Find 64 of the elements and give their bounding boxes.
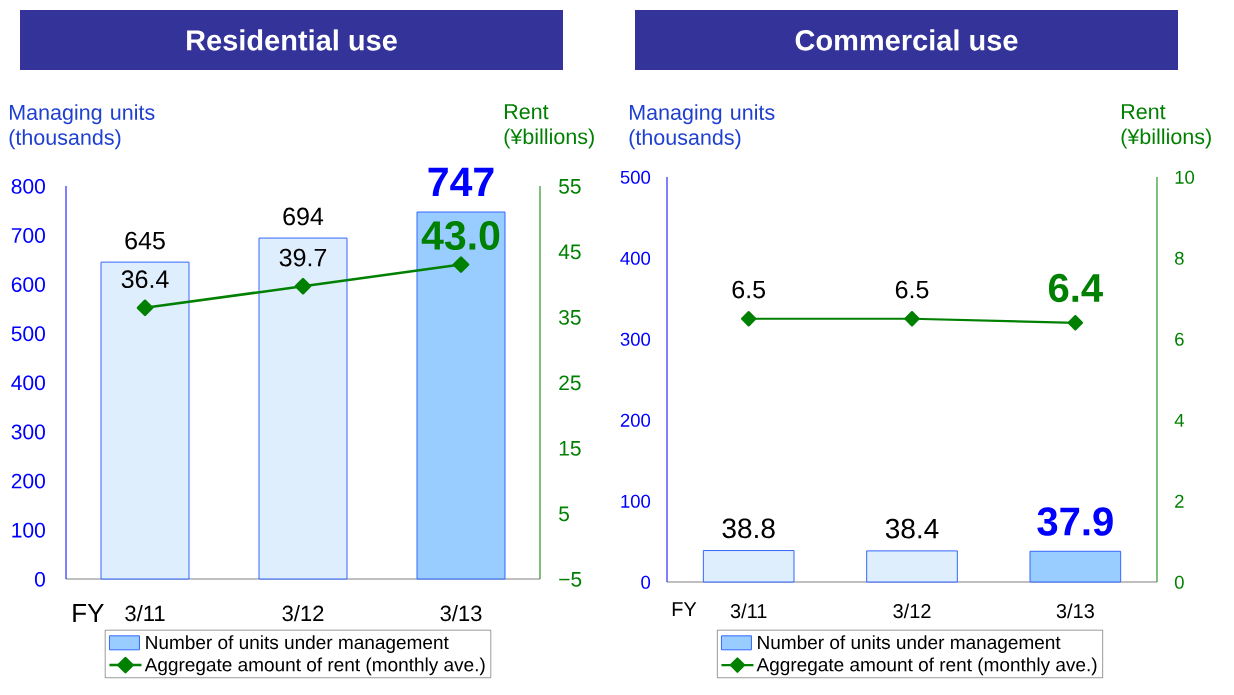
- y2-tick-label: 5: [559, 506, 569, 522]
- legend-label: Aggregate amount of rent (monthly ave.): [144, 657, 485, 676]
- legend-label: Aggregate amount of rent (monthly ave.): [756, 657, 1097, 676]
- y-tick-label: 200: [11, 473, 45, 489]
- y-tick-label: 400: [620, 251, 651, 265]
- y-tick-label: 300: [11, 424, 45, 440]
- y2-tick-label: −5: [559, 572, 582, 587]
- y2-tick-label: 45: [558, 244, 581, 260]
- data-label: 645: [125, 231, 165, 250]
- y-tick-label: 800: [11, 178, 45, 194]
- bar: [100, 261, 190, 580]
- y2-tick-label: 4: [1174, 413, 1184, 427]
- y-axis-title: Managing units (thousands): [9, 104, 155, 150]
- y2-tick-label: 25: [559, 375, 581, 391]
- bar: [258, 237, 348, 580]
- y-tick-label: 500: [620, 170, 651, 184]
- y2-axis-title: Rent (¥billions): [1121, 104, 1211, 149]
- x-axis-title: FY: [672, 602, 697, 616]
- y2-tick-label: 0: [1174, 575, 1184, 589]
- data-label: 6.5: [732, 280, 766, 299]
- x-tick-label: 3/12: [893, 603, 931, 619]
- y2-tick-label: 10: [1175, 170, 1195, 184]
- x-tick-label: 3/11: [730, 603, 767, 619]
- data-label: 39.7: [279, 248, 327, 267]
- chart-title: Residential use: [187, 29, 397, 51]
- data-label: 38.4: [885, 518, 939, 539]
- y2-tick-label: 2: [1175, 494, 1184, 508]
- point: [294, 277, 312, 295]
- y2-tick-label: 8: [1175, 251, 1184, 265]
- data-label: 38.8: [722, 518, 775, 539]
- y-tick-label: 400: [11, 375, 45, 391]
- y-tick-label: 0: [34, 571, 45, 587]
- x-tick-label: 3/13: [1056, 603, 1094, 619]
- data-label: 747: [428, 167, 494, 197]
- data-label: 43.0: [421, 220, 500, 251]
- point: [136, 299, 154, 317]
- y-tick-label: 100: [12, 522, 45, 538]
- legend-label: Number of units under management: [758, 635, 1061, 653]
- chart-title: Commercial use: [795, 29, 1018, 51]
- legend-label: Number of units under management: [146, 635, 449, 653]
- data-label: 6.4: [1048, 273, 1103, 303]
- y-tick-label: 600: [11, 277, 45, 293]
- y-axis-title: Managing units (thousands): [629, 104, 775, 150]
- x-tick-label: 3/13: [440, 605, 482, 622]
- data-label: 36.4: [121, 270, 169, 289]
- y-tick-label: 500: [11, 326, 45, 342]
- point: [452, 256, 470, 273]
- data-label: 694: [283, 207, 324, 226]
- y-tick-label: 700: [11, 228, 45, 243]
- y2-axis-title: Rent (¥billions): [504, 104, 594, 149]
- y2-tick-label: 15: [559, 441, 581, 456]
- y-tick-label: 100: [621, 494, 651, 508]
- y2-tick-label: 35: [559, 309, 581, 325]
- x-axis-title: FY: [73, 604, 104, 622]
- x-tick-label: 3/12: [282, 605, 324, 622]
- data-label: 6.5: [895, 280, 929, 299]
- y2-tick-label: 6: [1175, 332, 1184, 346]
- data-label: 37.9: [1037, 507, 1113, 536]
- y-tick-label: 0: [641, 575, 651, 589]
- x-tick-label: 3/11: [125, 605, 165, 622]
- y-tick-label: 300: [620, 332, 651, 346]
- bar: [416, 211, 506, 580]
- y2-tick-label: 55: [559, 179, 581, 194]
- y-tick-label: 200: [620, 413, 651, 427]
